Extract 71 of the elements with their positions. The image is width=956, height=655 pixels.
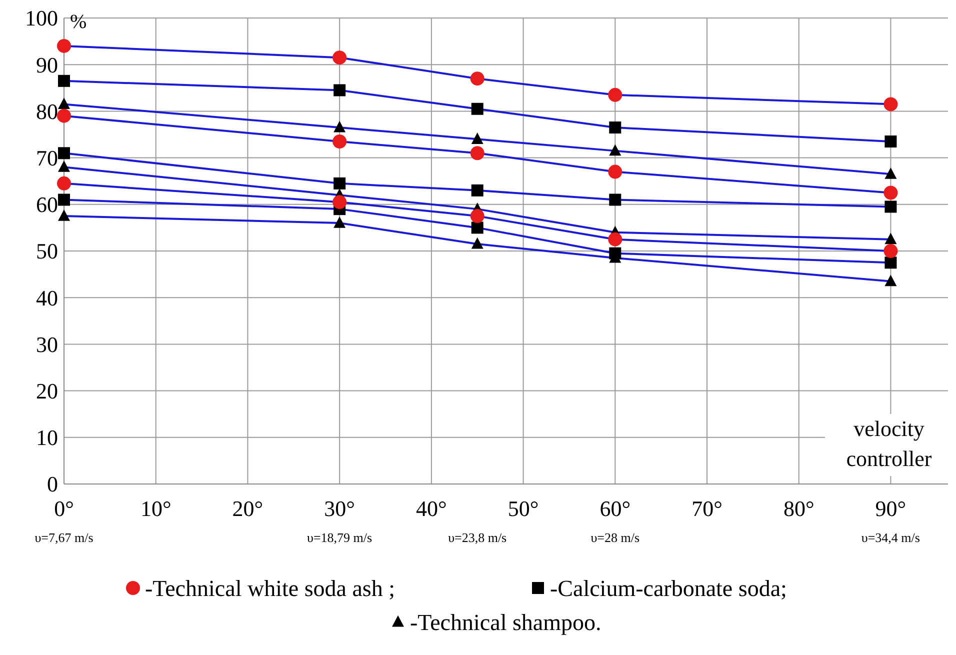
- text: υ=28 m/s: [590, 530, 640, 545]
- x-tick-label: 30°: [324, 496, 355, 521]
- point: [57, 108, 71, 123]
- annotation: velocity controller: [846, 416, 932, 471]
- point: [334, 120, 346, 132]
- y-tick-label: 70: [36, 146, 58, 170]
- point: [471, 237, 484, 249]
- x-tick-label: 60°: [600, 496, 631, 521]
- point: [608, 232, 622, 246]
- x-tick-label: 90°: [875, 496, 906, 521]
- point: [58, 209, 70, 221]
- point: [884, 232, 897, 244]
- point: [334, 177, 346, 190]
- point: [57, 176, 71, 190]
- point: [470, 72, 484, 86]
- point: [470, 209, 484, 224]
- x-tick-label: 40°: [416, 496, 447, 521]
- legend-label: -Technical shampoo.: [410, 610, 602, 636]
- x-tick-label: 70°: [692, 496, 722, 521]
- point: [57, 38, 71, 53]
- point: [334, 216, 346, 228]
- x-tick-label: 0°: [54, 496, 74, 521]
- text: υ=34,4 m/s: [861, 530, 920, 545]
- point: [470, 146, 484, 160]
- y-tick-label: 0: [47, 472, 58, 497]
- point: [609, 247, 622, 260]
- x-tick-label: 50°: [508, 496, 539, 521]
- y-tick-label: 80: [36, 98, 58, 124]
- point: [332, 134, 347, 148]
- point: [58, 98, 70, 110]
- text: υ=18,79 m/s: [307, 530, 372, 545]
- y-tick-label: 20: [36, 378, 58, 404]
- point: [58, 160, 70, 172]
- point: [471, 184, 484, 196]
- point: [471, 222, 484, 234]
- y-tick-label: 30: [36, 332, 58, 357]
- x-tick-label: 10°: [140, 496, 172, 521]
- point: [471, 102, 484, 115]
- y-tick-label: 60: [36, 192, 58, 218]
- point: [884, 244, 898, 258]
- x-tick-label: 80°: [783, 496, 814, 521]
- point: [332, 195, 347, 210]
- point: [884, 256, 897, 269]
- point: [608, 88, 622, 102]
- point: [608, 164, 622, 179]
- point: [609, 194, 622, 206]
- y-tick-label: 90: [36, 52, 58, 78]
- point: [609, 122, 622, 134]
- y-tick-label: 50: [36, 238, 58, 264]
- text: υ=7,67 m/s: [34, 530, 94, 545]
- legend-label: -Calcium-carbonate soda;: [550, 576, 787, 602]
- point: [884, 200, 897, 213]
- y-tick-label: 10: [36, 425, 58, 450]
- point: [609, 144, 622, 156]
- point: [884, 186, 898, 200]
- point: [332, 50, 347, 65]
- point: [58, 147, 70, 160]
- legend-label: -Technical white soda ash ;: [145, 576, 396, 602]
- text: υ=23,8 m/s: [448, 530, 507, 545]
- point: [58, 74, 70, 87]
- point: [58, 194, 70, 206]
- y-tick-label: 100: [25, 6, 58, 31]
- point: [334, 84, 346, 96]
- point: [884, 97, 898, 112]
- point: [884, 274, 897, 286]
- x-tick-label: 20°: [232, 496, 264, 521]
- point: [884, 168, 897, 179]
- y-tick-label: 40: [36, 285, 58, 310]
- point: [471, 132, 484, 144]
- y-axis-title: %: [70, 11, 87, 33]
- point: [884, 135, 897, 148]
